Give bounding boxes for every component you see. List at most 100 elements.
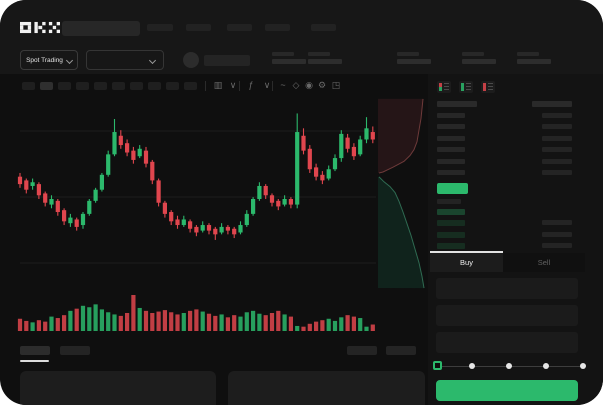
volume-bar xyxy=(295,325,300,331)
book-view-bids-icon[interactable] xyxy=(459,81,473,93)
candle-body xyxy=(314,167,319,177)
candle-body xyxy=(244,213,249,226)
book-icon-strip xyxy=(439,83,442,91)
topnav-item[interactable] xyxy=(147,24,173,31)
bottom-tab-3[interactable] xyxy=(347,346,377,355)
timeframe-pill[interactable] xyxy=(22,82,35,90)
order-amount-input[interactable] xyxy=(436,305,578,326)
buy-submit-button[interactable] xyxy=(436,380,578,401)
ticker-stat xyxy=(397,52,431,66)
volume-bar xyxy=(358,318,363,331)
candle-body xyxy=(269,195,275,203)
bottom-tab-2[interactable] xyxy=(60,346,90,355)
candle-body xyxy=(17,176,23,185)
candle-body xyxy=(30,182,35,186)
compare-icon[interactable]: ~ xyxy=(280,80,286,90)
candle-body xyxy=(118,135,123,146)
volume-bar xyxy=(131,295,136,331)
book-icon-line xyxy=(444,89,449,90)
ask-row[interactable] xyxy=(430,158,580,165)
bottom-panel-left xyxy=(20,371,216,405)
topnav-item[interactable] xyxy=(311,24,336,31)
tab-sell[interactable]: Sell xyxy=(503,253,585,272)
screenshot-icon[interactable]: ◉ xyxy=(305,80,313,90)
ticker-stat-label xyxy=(517,52,539,56)
book-header-amount xyxy=(532,101,572,107)
fullscreen-icon[interactable]: ◳ xyxy=(331,80,341,90)
ask-row[interactable] xyxy=(430,147,580,153)
ask-row[interactable] xyxy=(430,170,580,176)
okx-logo[interactable] xyxy=(20,21,60,34)
toolbar-divider xyxy=(272,81,273,91)
amount-slider-dot[interactable] xyxy=(580,363,586,369)
candle-body xyxy=(162,202,167,214)
book-view-asks-icon[interactable] xyxy=(481,81,495,93)
volume-bar xyxy=(288,316,293,331)
chart-style-icon[interactable]: ▥ xyxy=(213,80,223,90)
topnav-item[interactable] xyxy=(227,24,252,31)
book-view-combined-icon[interactable] xyxy=(437,81,451,93)
volume-bar xyxy=(307,323,312,331)
book-icon-strip-bottom xyxy=(483,87,486,91)
book-header-price xyxy=(437,101,477,107)
timeframe-pill[interactable] xyxy=(112,82,125,90)
indicators-chevron-icon[interactable]: ∨ xyxy=(263,80,271,90)
topnav-item[interactable] xyxy=(265,24,290,31)
candle-body xyxy=(225,226,230,231)
ask-row[interactable] xyxy=(430,124,580,130)
indicators-icon[interactable]: ƒ xyxy=(248,80,254,90)
volume-bar xyxy=(30,322,35,331)
chart-settings-icon[interactable]: ⚙ xyxy=(317,80,327,90)
ask-price-bar xyxy=(437,124,465,130)
volume-bar xyxy=(74,308,79,331)
amount-slider-dot[interactable] xyxy=(506,363,512,369)
tab-buy-label: Buy xyxy=(460,258,473,267)
candle-body xyxy=(150,161,155,181)
bottom-tab-4[interactable] xyxy=(386,346,416,355)
candle-body xyxy=(87,200,92,214)
bottom-tab-1[interactable] xyxy=(20,346,50,355)
topnav-item[interactable] xyxy=(186,24,211,31)
timeframe-pill[interactable] xyxy=(148,82,161,90)
volume-bar xyxy=(251,310,256,331)
ask-row[interactable] xyxy=(430,135,580,142)
amount-slider-dot[interactable] xyxy=(543,363,549,369)
bid-row[interactable] xyxy=(430,231,580,239)
candle-body xyxy=(213,228,218,235)
amount-slider-handle[interactable] xyxy=(433,361,442,370)
bid-row[interactable] xyxy=(430,220,580,227)
timeframe-pill[interactable] xyxy=(58,82,71,90)
candle-body xyxy=(370,132,375,140)
volume-bar xyxy=(364,326,369,331)
order-total-input[interactable] xyxy=(436,332,578,353)
draw-tools-icon[interactable]: ◇ xyxy=(292,80,300,90)
price-chart-canvas[interactable] xyxy=(14,94,434,344)
tab-buy[interactable]: Buy xyxy=(430,253,503,272)
bid-row[interactable] xyxy=(430,243,580,250)
candle-body xyxy=(232,228,237,235)
timeframe-pill[interactable] xyxy=(130,82,143,90)
timeframe-pill[interactable] xyxy=(184,82,197,90)
last-price-badge[interactable] xyxy=(437,183,468,194)
chart-style-chevron-icon[interactable]: ∨ xyxy=(229,80,237,90)
pair-selector-dropdown[interactable] xyxy=(86,50,164,70)
chevron-down-icon xyxy=(65,56,73,64)
market-type-selector[interactable]: Spot Trading xyxy=(20,50,78,70)
book-icon-line xyxy=(466,83,471,84)
timeframe-pill[interactable] xyxy=(94,82,107,90)
timeframe-pill[interactable] xyxy=(76,82,89,90)
ticker-stat xyxy=(462,52,496,66)
book-icon-line xyxy=(488,86,493,87)
amount-slider-dot[interactable] xyxy=(469,363,475,369)
order-price-input[interactable] xyxy=(436,278,578,299)
ask-row[interactable] xyxy=(430,113,580,119)
volume-bar xyxy=(332,320,338,331)
timeframe-pill[interactable] xyxy=(40,82,53,90)
bid-row[interactable] xyxy=(430,209,580,216)
depth-asks-area xyxy=(378,98,423,173)
volume-bar xyxy=(112,314,117,331)
volume-bar xyxy=(169,312,174,331)
search-input[interactable] xyxy=(62,21,140,36)
timeframe-pill[interactable] xyxy=(166,82,179,90)
